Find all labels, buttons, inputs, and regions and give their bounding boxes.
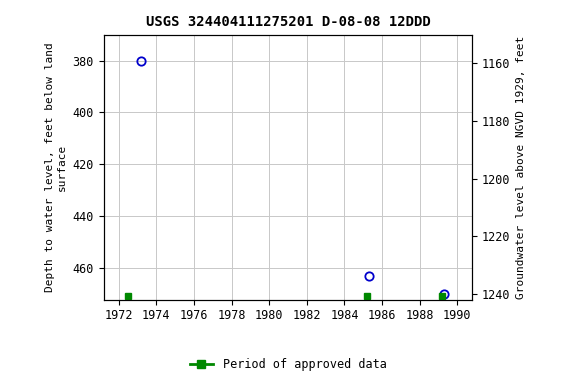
Y-axis label: Groundwater level above NGVD 1929, feet: Groundwater level above NGVD 1929, feet [516, 35, 526, 299]
Legend: Period of approved data: Period of approved data [185, 353, 391, 376]
Y-axis label: Depth to water level, feet below land
surface: Depth to water level, feet below land su… [46, 42, 67, 292]
Title: USGS 324404111275201 D-08-08 12DDD: USGS 324404111275201 D-08-08 12DDD [146, 15, 430, 29]
